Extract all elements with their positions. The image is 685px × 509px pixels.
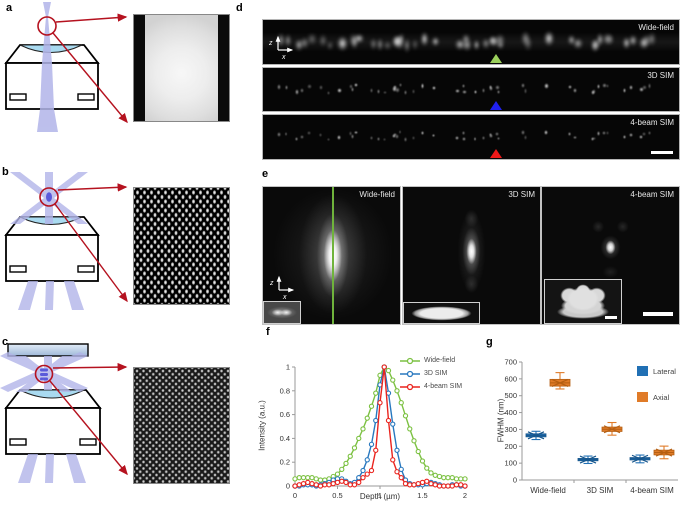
red-marker-triangle xyxy=(490,149,502,158)
focus-circle xyxy=(37,16,57,36)
callout-arrow xyxy=(57,183,128,192)
widefield-objective-diagram xyxy=(4,2,128,132)
svg-text:4-beam SIM: 4-beam SIM xyxy=(630,486,674,495)
focus-circle xyxy=(34,364,54,384)
svg-text:0: 0 xyxy=(286,482,290,491)
3dsim-lattice-inset xyxy=(133,187,230,305)
f-legend: Wide-field 3D SIM 4-beam SIM xyxy=(399,356,462,395)
lateral-psf-inset xyxy=(544,279,622,324)
4beam-mirror-objective-diagram xyxy=(0,343,128,483)
legend-item: Wide-field xyxy=(399,356,462,365)
lateral-swatch xyxy=(637,366,648,376)
3dsim-objective-diagram xyxy=(4,172,128,310)
panel-label-e: e xyxy=(262,168,269,180)
svg-text:1: 1 xyxy=(378,491,382,500)
svg-text:1: 1 xyxy=(286,363,290,372)
svg-text:x: x xyxy=(281,54,286,60)
legend-item: Axial xyxy=(637,392,676,402)
fwhm-box-chart: 0 100 200 300 400 500 600 700 Wide-field 3D SIM 4-… xyxy=(504,358,678,495)
psf-4beamsim: 4-beam SIM xyxy=(541,186,680,325)
svg-text:300: 300 xyxy=(504,425,517,434)
scale-bar xyxy=(651,151,673,154)
panel-label-a: a xyxy=(6,2,13,14)
zx-axis-icon: z x xyxy=(268,35,294,60)
panel-label-c: c xyxy=(2,336,9,348)
focal-spot xyxy=(40,368,48,381)
strip-label: 4-beam SIM xyxy=(630,118,674,127)
callout-arrow xyxy=(49,380,128,476)
svg-text:x: x xyxy=(282,294,287,300)
intensity-depth-line-chart: 0 0.5 1 1.5 2 0 0.2 0.4 0.6 0.8 1 xyxy=(280,363,468,500)
focal-spot xyxy=(46,192,52,202)
svg-text:0.5: 0.5 xyxy=(332,491,342,500)
svg-text:700: 700 xyxy=(504,358,517,367)
g-y-axis-label: FWHM (nm) xyxy=(496,398,506,443)
svg-text:0: 0 xyxy=(293,491,297,500)
f-y-axis-label: Intensity (a.u.) xyxy=(257,400,267,451)
svg-text:400: 400 xyxy=(504,408,517,417)
svg-text:3D SIM: 3D SIM xyxy=(587,486,614,495)
svg-text:200: 200 xyxy=(504,442,517,451)
svg-text:0: 0 xyxy=(513,476,517,485)
g-legend: Lateral Axial xyxy=(637,366,676,418)
panel-label-g: g xyxy=(486,336,493,348)
svg-text:100: 100 xyxy=(504,459,517,468)
bead-strip-3dsim: 3D SIM xyxy=(262,67,680,112)
bead-strip-widefield: Wide-field z x xyxy=(262,19,680,65)
callout-arrow xyxy=(54,203,128,303)
focus-circle xyxy=(39,187,59,207)
legend-item: 4-beam SIM xyxy=(399,382,462,391)
legend-item: 3D SIM xyxy=(399,369,462,378)
strip-label: Wide-field xyxy=(638,23,674,32)
callout-arrow xyxy=(52,362,128,372)
objective-lens-drawing xyxy=(4,216,100,282)
f-x-axis-label: Depth (µm) xyxy=(359,492,401,501)
svg-text:500: 500 xyxy=(504,391,517,400)
strip-label: 3D SIM xyxy=(647,71,674,80)
psf-label: Wide-field xyxy=(359,190,395,199)
svg-text:600: 600 xyxy=(504,374,517,383)
axial-swatch xyxy=(637,392,648,402)
psf-widefield: Wide-field z x xyxy=(262,186,401,325)
svg-text:0.8: 0.8 xyxy=(280,386,290,395)
svg-text:2: 2 xyxy=(463,491,467,500)
objective-lens-drawing xyxy=(4,389,102,455)
panel-label-f: f xyxy=(266,326,270,338)
green-marker-triangle xyxy=(490,54,502,63)
inset-scale-bar xyxy=(605,316,617,319)
4beam-lattice-inset xyxy=(133,367,230,484)
callout-arrow xyxy=(55,13,128,23)
psf-label: 4-beam SIM xyxy=(630,190,674,199)
callout-arrow xyxy=(52,32,128,124)
blue-marker-triangle xyxy=(490,101,502,110)
lateral-psf-inset xyxy=(263,301,301,324)
psf-label: 3D SIM xyxy=(508,190,535,199)
bead-strip-4beamsim: 4-beam SIM xyxy=(262,114,680,160)
svg-text:0.2: 0.2 xyxy=(280,458,290,467)
svg-text:z: z xyxy=(268,40,273,47)
svg-text:Wide-field: Wide-field xyxy=(530,486,566,495)
panel-label-b: b xyxy=(2,166,9,178)
psf-3dsim: 3D SIM xyxy=(402,186,541,325)
lateral-psf-inset xyxy=(403,302,480,324)
panel-label-d: d xyxy=(236,2,243,14)
scale-bar xyxy=(643,312,673,316)
widefield-illumination-inset xyxy=(133,14,230,122)
svg-text:z: z xyxy=(269,280,274,287)
zx-axis-icon: z x xyxy=(269,275,295,300)
excitation-beam xyxy=(37,2,58,132)
svg-text:0.6: 0.6 xyxy=(280,410,290,419)
profile-line xyxy=(332,187,334,324)
svg-text:0.4: 0.4 xyxy=(280,434,290,443)
four-beam-interference xyxy=(0,352,88,483)
legend-item: Lateral xyxy=(637,366,676,376)
svg-text:1.5: 1.5 xyxy=(417,491,427,500)
